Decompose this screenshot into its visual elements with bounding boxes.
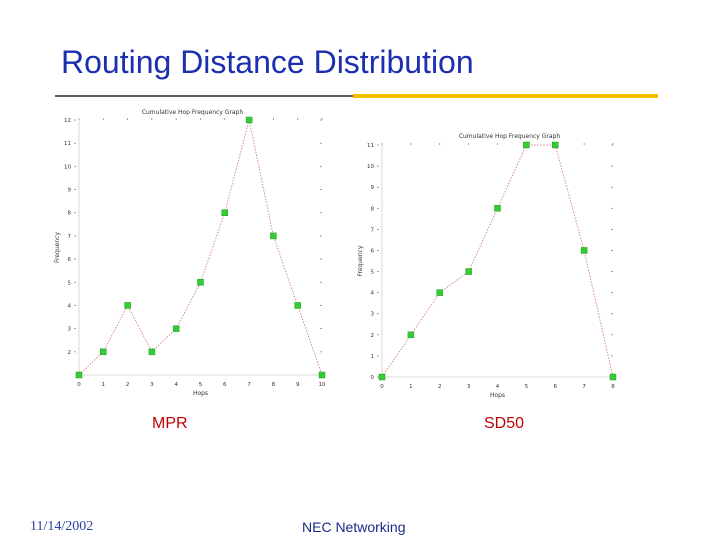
x-tick-label: 6: [554, 384, 558, 390]
data-point-9: [294, 302, 301, 309]
y-tick-label: 2: [68, 350, 72, 356]
y-tick-label: 12: [64, 118, 71, 124]
y-tick-label: 1: [371, 354, 375, 360]
data-point-5: [197, 279, 204, 286]
y-tick-label: 2: [371, 333, 375, 339]
data-point-8: [270, 232, 277, 240]
x-tick-label: 2: [126, 382, 130, 388]
y-tick-label: 11: [367, 143, 374, 149]
mpr-hop-frequency-chart: Cumulative Hop Frequency Graph2345678910…: [54, 109, 326, 397]
y-tick-label: 5: [68, 280, 72, 286]
data-point-1: [407, 331, 415, 339]
y-tick-label: 6: [371, 248, 375, 254]
y-tick-label: 6: [68, 257, 72, 263]
x-tick-label: 8: [611, 384, 615, 390]
x-tick-label: 1: [409, 384, 413, 390]
data-point-6: [552, 141, 559, 149]
data-point-4: [172, 325, 180, 332]
x-tick-label: 8: [272, 382, 276, 388]
chart-title: Cumulative Hop Frequency Graph: [142, 109, 244, 116]
y-tick-label: 7: [371, 227, 375, 233]
data-point-5: [523, 141, 530, 149]
y-tick-label: 10: [64, 164, 71, 170]
y-tick-label: 9: [68, 188, 72, 194]
y-tick-label: 4: [371, 291, 375, 297]
data-point-10: [318, 371, 326, 379]
y-tick-label: 7: [68, 234, 72, 240]
x-axis-label: Hops: [490, 392, 505, 399]
y-tick-label: 3: [68, 327, 72, 333]
data-point-7: [245, 116, 253, 124]
x-tick-label: 6: [223, 382, 227, 388]
y-tick-label: 8: [68, 211, 72, 217]
x-tick-label: 5: [525, 384, 529, 390]
data-point-8: [609, 373, 617, 381]
x-tick-label: 1: [102, 382, 106, 388]
data-point-2: [124, 302, 131, 309]
x-tick-label: 2: [438, 384, 442, 390]
mpr-caption: MPR: [152, 415, 188, 432]
data-point-6: [221, 209, 229, 216]
data-point-0: [378, 373, 386, 381]
slide-title: Routing Distance Distribution: [61, 44, 474, 80]
data-point-7: [580, 247, 588, 254]
x-tick-label: 0: [77, 382, 81, 388]
x-tick-label: 9: [296, 382, 300, 388]
x-tick-label: 3: [467, 384, 471, 390]
data-point-2: [436, 289, 443, 296]
data-point-3: [148, 348, 156, 356]
data-point-4: [494, 205, 501, 212]
y-tick-label: 0: [371, 375, 375, 381]
data-point-0: [75, 371, 83, 379]
title-rule-accent: [353, 94, 658, 98]
x-tick-label: 10: [319, 382, 326, 388]
title-rule-dark: [55, 95, 353, 97]
x-tick-label: 3: [150, 382, 154, 388]
y-tick-label: 5: [371, 270, 375, 276]
y-tick-label: 4: [68, 303, 72, 309]
series-line: [78, 119, 323, 376]
x-tick-label: 4: [496, 384, 500, 390]
y-tick-label: 10: [367, 164, 374, 170]
x-tick-label: 4: [174, 382, 178, 388]
footer-center-text: NEC Networking: [302, 519, 406, 535]
sd50-caption: SD50: [484, 415, 525, 432]
footer-date: 11/14/2002: [30, 519, 94, 534]
series-line: [381, 144, 614, 378]
y-tick-label: 8: [371, 206, 375, 212]
data-point-1: [100, 348, 107, 356]
x-tick-label: 7: [247, 382, 251, 388]
chart-title: Cumulative Hop Frequency Graph: [459, 133, 561, 140]
x-axis-label: Hops: [193, 390, 208, 397]
y-tick-label: 11: [64, 141, 71, 147]
y-tick-label: 3: [371, 312, 375, 318]
y-tick-label: 9: [371, 185, 375, 191]
x-tick-label: 0: [380, 384, 384, 390]
x-tick-label: 5: [199, 382, 203, 388]
y-axis-label: Frequency: [357, 245, 364, 276]
data-point-3: [465, 268, 472, 275]
y-axis-label: Frequency: [54, 232, 61, 263]
sd50-hop-frequency-chart: Cumulative Hop Frequency Graph 0 1 2 3 4 5 6 7 8 9…: [357, 133, 617, 399]
x-tick-label: 7: [582, 384, 586, 390]
